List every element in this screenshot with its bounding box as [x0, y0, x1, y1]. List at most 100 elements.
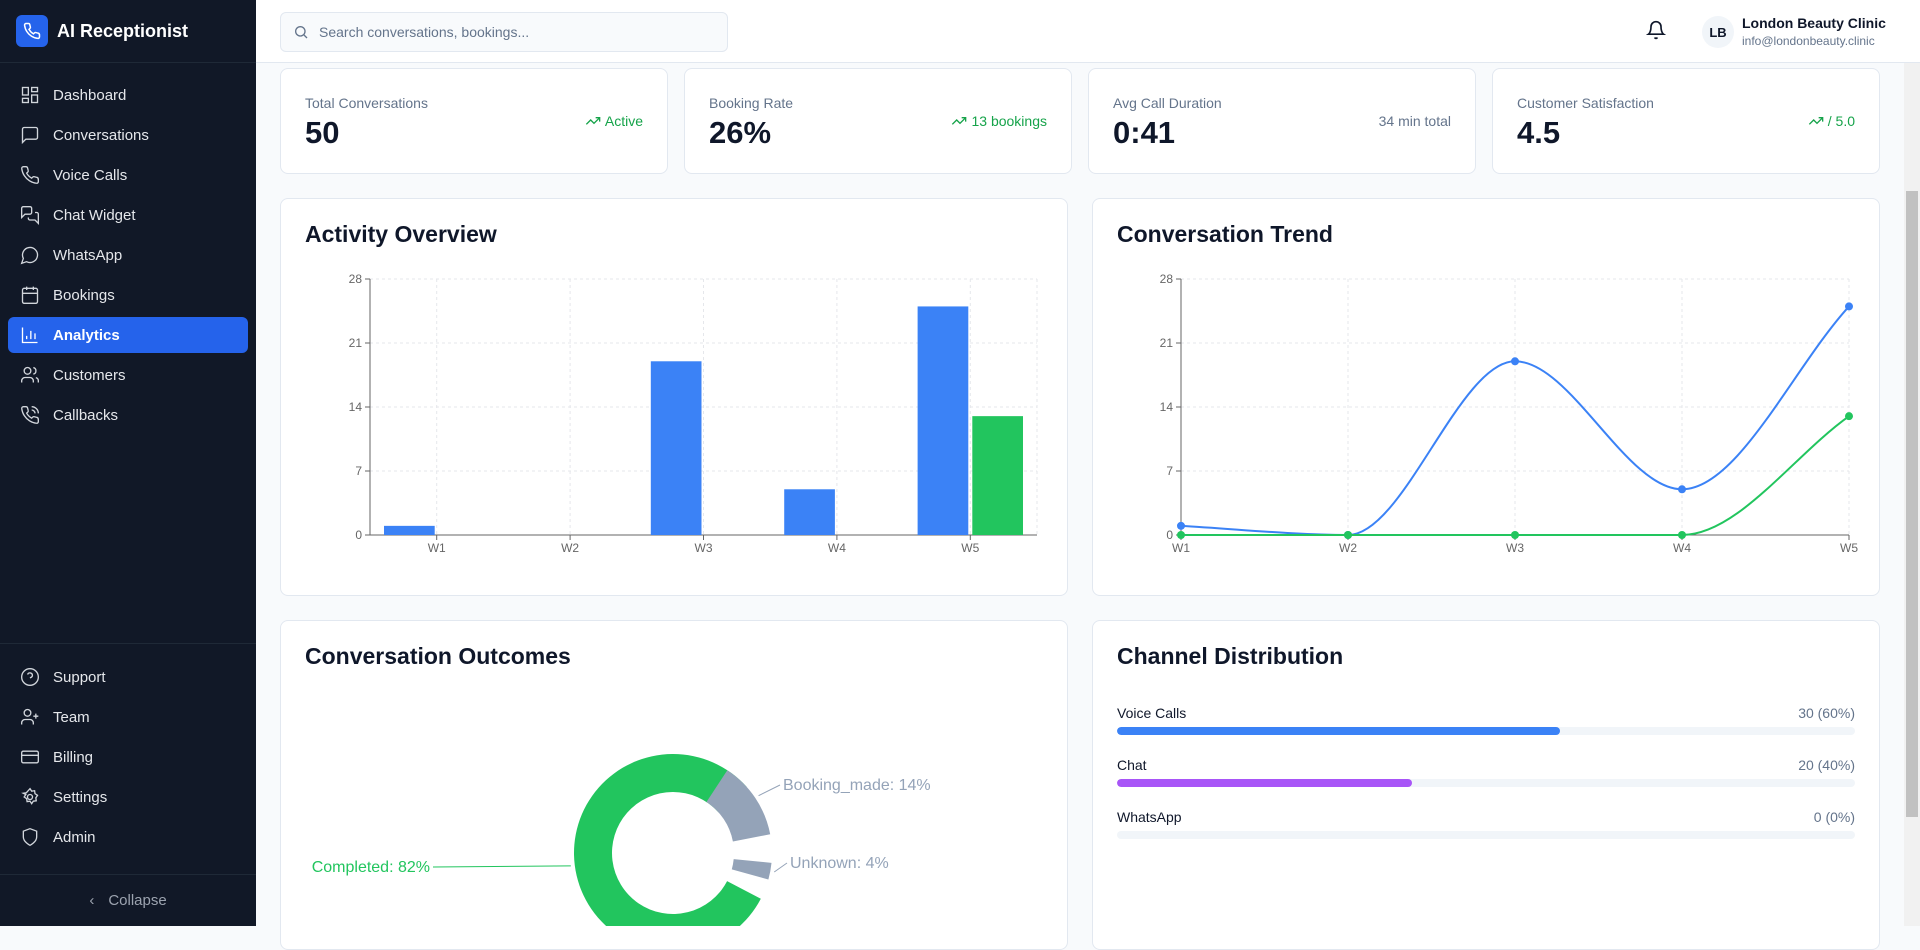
stat-card: Total Conversations 50 Active [280, 68, 668, 174]
trending-up-icon [585, 117, 601, 125]
help-circle-icon [21, 668, 39, 686]
search-input[interactable]: Search conversations, bookings... [280, 12, 728, 52]
stat-trend: Active [585, 113, 643, 129]
scrollbar[interactable] [1904, 63, 1920, 926]
channel-label: Chat [1117, 757, 1147, 773]
messages-icon [21, 206, 39, 225]
activity-overview-card: Activity Overview [280, 198, 1068, 596]
bottom-nav: Support Team Billing Settings Admin [0, 643, 256, 859]
channel-value: 30 (60%) [1798, 705, 1855, 721]
card-title: Conversation Trend [1117, 221, 1333, 247]
stat-trend-text: Active [604, 113, 643, 129]
channel-bar-fill [1117, 727, 1560, 735]
stat-trend: / 5.0 [1808, 113, 1855, 129]
phone-logo-icon [16, 15, 48, 47]
credit-card-icon [21, 750, 39, 764]
sidebar-item-label: Dashboard [53, 86, 127, 104]
channel-distribution-card: Channel Distribution Voice Calls 30 (60%)… [1092, 620, 1880, 950]
search-placeholder: Search conversations, bookings... [319, 24, 530, 40]
channel-value: 20 (40%) [1798, 757, 1855, 773]
brand[interactable]: AI Receptionist [0, 0, 256, 63]
sidebar-item-billing[interactable]: Billing [8, 739, 248, 775]
stat-value: 4.5 [1517, 115, 1561, 150]
sidebar-item-label: Callbacks [53, 406, 119, 424]
stat-value: 50 [305, 115, 340, 150]
sidebar-item-settings[interactable]: Settings [8, 779, 248, 815]
scrollbar-thumb[interactable] [1906, 191, 1918, 817]
sidebar-item-admin[interactable]: Admin [8, 819, 248, 855]
avatar[interactable]: LB [1702, 16, 1734, 48]
sidebar-item-team[interactable]: Team [8, 699, 248, 735]
chevron-left-icon: ‹ [89, 892, 95, 909]
message-square-icon [21, 126, 39, 145]
phone-icon [21, 165, 40, 184]
sidebar-item-label: Conversations [53, 126, 149, 144]
conversation-outcomes-card: Conversation Outcomes [280, 620, 1068, 950]
calendar-icon [21, 286, 39, 304]
channel-label: WhatsApp [1117, 809, 1182, 825]
stat-label: Total Conversations [305, 95, 428, 111]
sidebar-item-dashboard[interactable]: Dashboard [8, 77, 248, 113]
sidebar-item-bookings[interactable]: Bookings [8, 277, 248, 313]
collapse-label: Collapse [108, 892, 167, 909]
sidebar-item-conversations[interactable]: Conversations [8, 117, 248, 153]
stat-trend: 13 bookings [951, 113, 1047, 129]
sidebar-item-analytics[interactable]: Analytics [8, 317, 248, 353]
sidebar-item-label: Billing [53, 748, 94, 766]
sidebar-item-chat-widget[interactable]: Chat Widget [8, 197, 248, 233]
trending-up-icon [952, 117, 967, 125]
stat-card: Booking Rate 26% 13 bookings [684, 68, 1072, 174]
sidebar-item-label: Analytics [53, 326, 120, 344]
sidebar-item-label: Support [53, 668, 106, 686]
card-title: Channel Distribution [1117, 643, 1344, 669]
conversation-trend-card: Conversation Trend [1092, 198, 1880, 596]
stat-value: 0:41 [1113, 115, 1176, 150]
phone-callback-icon [21, 405, 40, 424]
channel-bar-track [1117, 727, 1855, 735]
gear-icon [21, 787, 39, 805]
sidebar-item-label: Admin [53, 828, 96, 846]
user-plus-icon [21, 708, 39, 725]
stat-card: Avg Call Duration 0:41 34 min total [1088, 68, 1476, 174]
stat-trend: 34 min total [1379, 113, 1451, 129]
stat-label: Booking Rate [709, 95, 794, 111]
channel-value: 0 (0%) [1813, 809, 1855, 825]
stat-card: Customer Satisfaction 4.5 / 5.0 [1492, 68, 1880, 174]
stat-trend-text: 13 bookings [971, 113, 1047, 129]
sidebar-item-label: Bookings [53, 286, 115, 304]
stat-label: Avg Call Duration [1113, 95, 1222, 111]
main-nav: Dashboard Conversations Voice Calls Chat Wi… [0, 63, 256, 433]
sidebar-item-label: Chat Widget [53, 206, 136, 224]
app-title: AI Receptionist [57, 20, 189, 41]
collapse-button[interactable]: ‹ Collapse [0, 874, 256, 926]
card-title: Activity Overview [305, 221, 497, 247]
sidebar-item-label: Settings [53, 788, 108, 806]
user-info[interactable]: London Beauty Clinic info@londonbeauty.c… [1742, 15, 1886, 48]
sidebar-item-callbacks[interactable]: Callbacks [8, 397, 248, 433]
sidebar-item-label: Voice Calls [53, 166, 128, 184]
bell-icon[interactable] [1646, 20, 1666, 40]
users-icon [21, 366, 40, 383]
user-email: info@londonbeauty.clinic [1742, 34, 1875, 48]
shield-icon [22, 827, 38, 847]
sidebar-item-customers[interactable]: Customers [8, 357, 248, 393]
bar-chart-icon [21, 327, 38, 344]
channel-label: Voice Calls [1117, 705, 1187, 721]
sidebar-item-label: Customers [53, 366, 126, 384]
sidebar-item-whatsapp[interactable]: WhatsApp [8, 237, 248, 273]
dashboard-icon [21, 86, 39, 104]
stat-label: Customer Satisfaction [1517, 95, 1654, 111]
user-name: London Beauty Clinic [1742, 15, 1886, 31]
trending-up-icon [1808, 117, 1824, 125]
stat-trend-text: / 5.0 [1827, 113, 1855, 129]
top-header: Search conversations, bookings... LB Lon… [256, 0, 1920, 63]
sidebar-item-label: WhatsApp [53, 246, 123, 264]
sidebar-item-support[interactable]: Support [8, 659, 248, 695]
stat-value: 26% [709, 115, 772, 150]
sidebar-item-voice-calls[interactable]: Voice Calls [8, 157, 248, 193]
message-circle-icon [20, 246, 39, 265]
sidebar-item-label: Team [53, 708, 90, 726]
stat-trend-text: 34 min total [1378, 113, 1451, 129]
channel-bar-fill [1117, 779, 1413, 787]
search-icon [295, 26, 308, 39]
